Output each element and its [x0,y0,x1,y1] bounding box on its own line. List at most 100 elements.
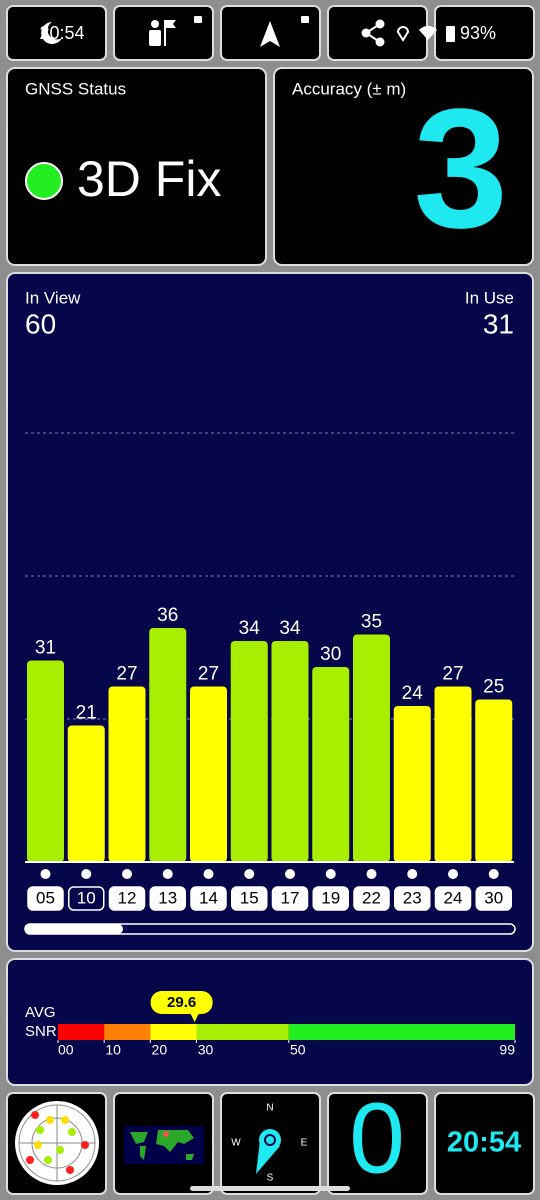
accuracy-label: Accuracy (± m) [292,79,406,98]
prn-box[interactable] [149,886,186,911]
snr-panel [6,958,534,1086]
bar-value-label: 34 [279,618,301,639]
button[interactable] [327,5,428,61]
snr-band [196,1024,289,1040]
compass: N E S W [231,1103,307,1184]
bar-value-label: 36 [157,605,178,626]
accuracy-value: 3 [413,74,508,264]
bar [27,660,64,862]
used-dot [122,869,132,879]
tick-label: 10 [105,1042,121,1058]
scroll-thumb[interactable] [25,924,123,934]
prn-box[interactable] [475,886,512,911]
bar [312,667,350,862]
bar [393,706,431,862]
bar [271,641,309,862]
used-dot [488,869,499,879]
used-dot [285,869,295,879]
used-dot [448,869,458,879]
bar [67,725,105,862]
tick-label: 00 [58,1042,74,1058]
button[interactable] [6,5,107,61]
system-icons [361,19,455,47]
prn-box[interactable] [353,886,390,911]
used-dot [366,869,377,879]
used-dot [40,869,51,879]
bar-value-label: 24 [402,683,424,704]
bar-value-label: 21 [76,703,97,724]
prn-label: 22 [362,888,381,907]
bar-value-label: 25 [483,677,504,698]
button[interactable] [434,5,535,61]
tick-label: 30 [198,1042,214,1058]
in-use-label: In Use [465,288,514,307]
tick-label: 20 [152,1042,168,1058]
prn-box[interactable] [271,886,309,911]
snr-label-top: AVG [25,1004,56,1021]
snr-label-bottom: SNR [25,1023,57,1040]
prn-label: 17 [281,888,300,907]
used-dot [162,869,173,879]
home-indicator[interactable] [190,1186,350,1191]
tick-label: 99 [499,1042,515,1058]
gnss-status-value: 3D Fix [77,151,221,207]
bar-value-label: 27 [116,664,137,685]
in-view-label: In View [25,288,81,307]
button[interactable] [434,1092,535,1195]
bar [475,699,513,862]
person-flag-icon [149,16,202,46]
bar [353,634,390,862]
prn-label: 10 [77,888,96,907]
avg-marker [189,1012,200,1022]
bar-value-label: 27 [442,664,463,685]
prn-box[interactable] [231,886,268,911]
prn-box[interactable] [108,886,146,911]
prn-label: 05 [36,888,55,907]
avg-label: 29.6 [167,994,196,1011]
accuracy-panel [273,67,534,266]
button[interactable] [113,5,214,61]
navigation-icon [260,16,309,47]
moon-icon [41,22,62,44]
bar-value-label: 34 [239,618,261,639]
compass-s: S [267,1173,274,1184]
bar-value-label: 31 [35,638,56,659]
prn-label: 12 [118,888,137,907]
prn-label: 23 [403,888,422,907]
prn-box[interactable] [27,886,64,911]
world-map-icon [124,1126,204,1164]
snr-band [150,1024,197,1040]
prn-box[interactable] [68,886,105,911]
compass-e: E [301,1138,308,1149]
used-dot [407,869,418,879]
used-dot [244,869,255,879]
snr-band [58,1024,105,1040]
prn-box[interactable] [190,886,227,911]
used-dot [325,869,336,879]
prn-box[interactable] [394,886,431,911]
prn-label: 24 [444,888,463,907]
sky-plot-icon [15,1101,99,1185]
gnss-status-label: GNSS Status [25,79,126,98]
prn-label: 13 [158,888,177,907]
used-dot [81,869,92,879]
in-view-value: 60 [25,308,56,339]
snr-band [288,1024,515,1040]
prn-label: 19 [321,888,340,907]
button[interactable] [327,1092,428,1195]
bar [190,686,227,862]
status-time: 20:54 [39,23,84,43]
bar-value-label: 27 [198,664,219,685]
bar-value-label: 30 [320,644,341,665]
speed-value: 0 [349,1082,405,1194]
clock: 20:54 [447,1127,521,1159]
avg-bubble [150,991,213,1014]
bar [434,686,472,862]
gnss-status-panel [6,67,267,266]
prn-box[interactable] [312,886,349,911]
bar [149,628,187,862]
tick-label: 50 [290,1042,306,1058]
prn-box[interactable] [434,886,472,911]
compass-w: W [231,1138,241,1149]
